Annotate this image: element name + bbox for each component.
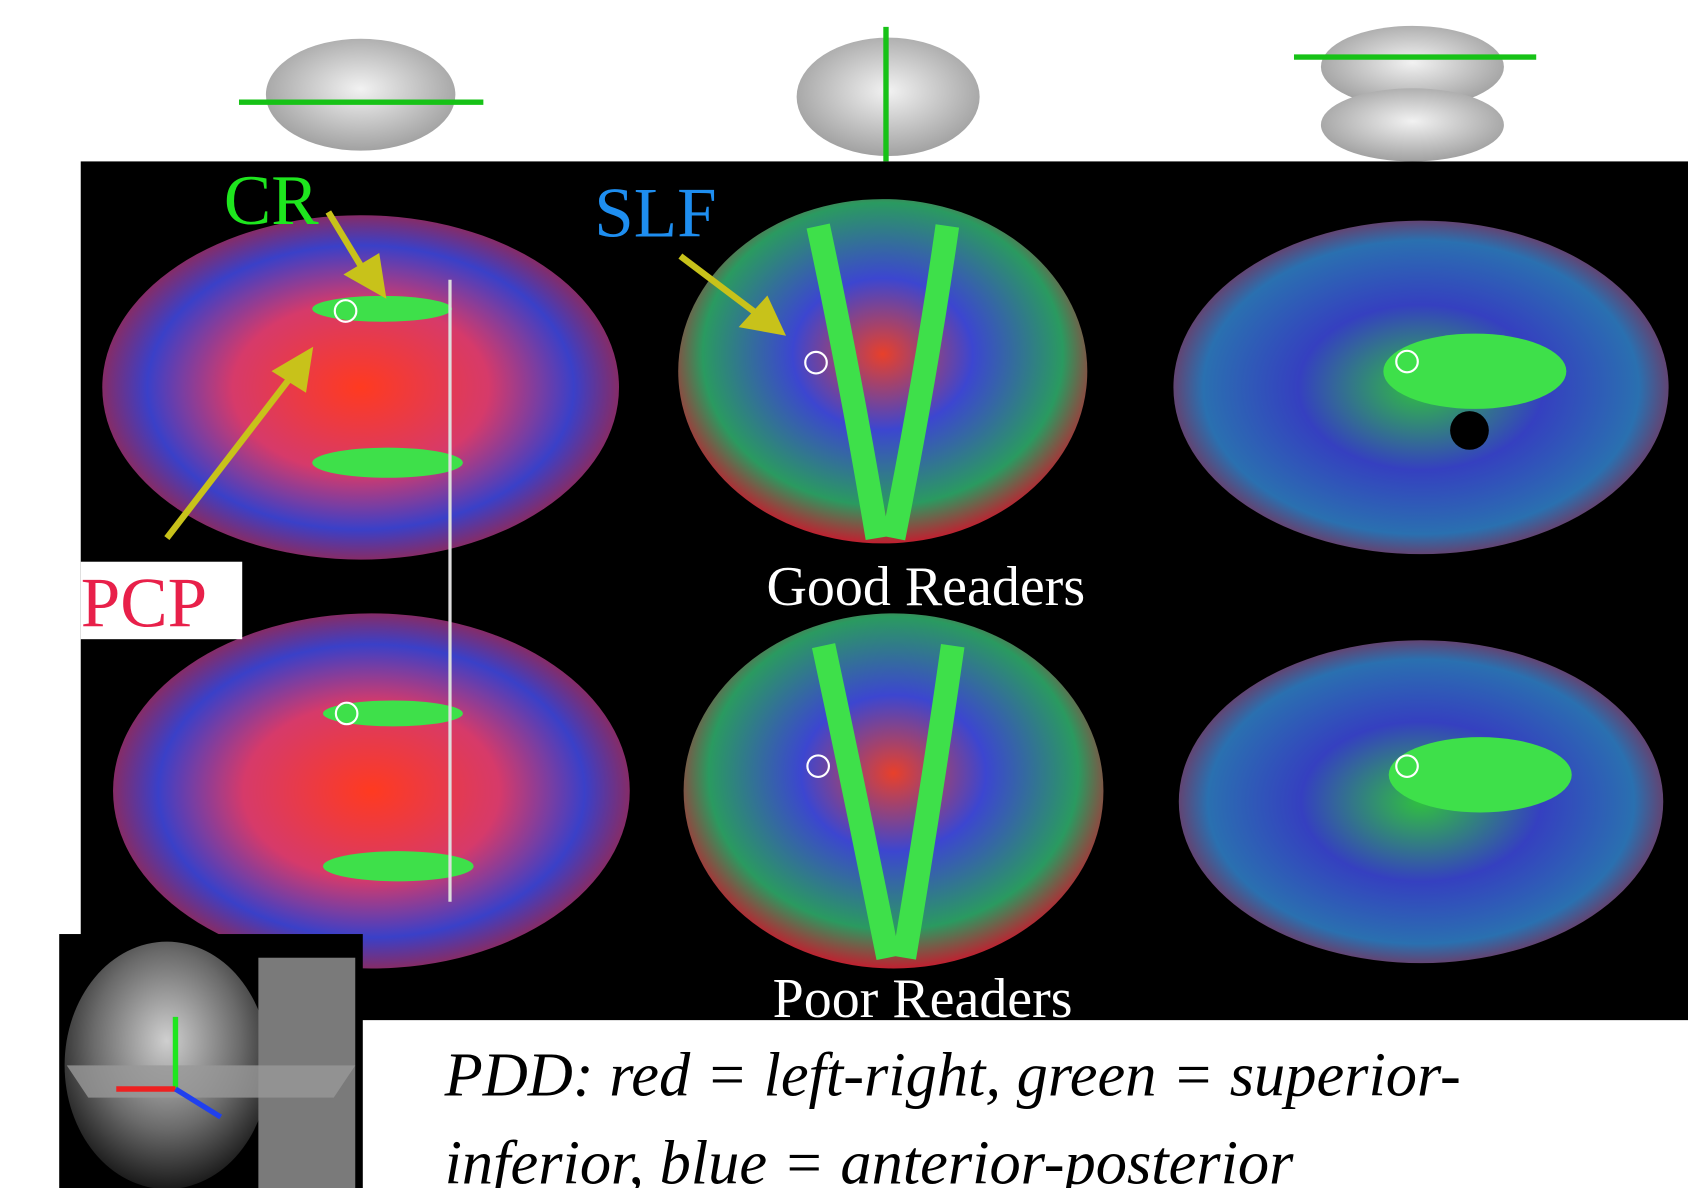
brain-icon [266,39,455,151]
caption-line: inferior, blue = anterior-posterior [445,1128,1295,1188]
group-poor: Poor Readers [773,968,1073,1030]
tract [323,701,463,727]
tract [1389,737,1572,812]
mri-inset [59,934,363,1188]
label-slf: SLF [594,175,716,253]
coronal-good [678,199,1087,543]
axial-poor [113,613,630,968]
tract [312,296,452,322]
mri-axial [67,1065,356,1097]
tract [312,448,463,478]
brain-icon [1321,88,1504,161]
mri-head [65,942,270,1188]
brain-icons [239,26,1536,162]
coronal-poor [684,613,1104,968]
caption-line: PDD: red = left-right, green = superior- [444,1039,1461,1109]
label-cr: CR [224,162,319,240]
page: CR SLF PCP Good Readers Poor Readers PDD… [0,0,1688,1188]
ventricle [1450,411,1489,450]
label-pcp: PCP [81,564,207,642]
group-good: Good Readers [767,556,1086,618]
slide: CR SLF PCP Good Readers Poor Readers PDD… [0,0,1688,1188]
